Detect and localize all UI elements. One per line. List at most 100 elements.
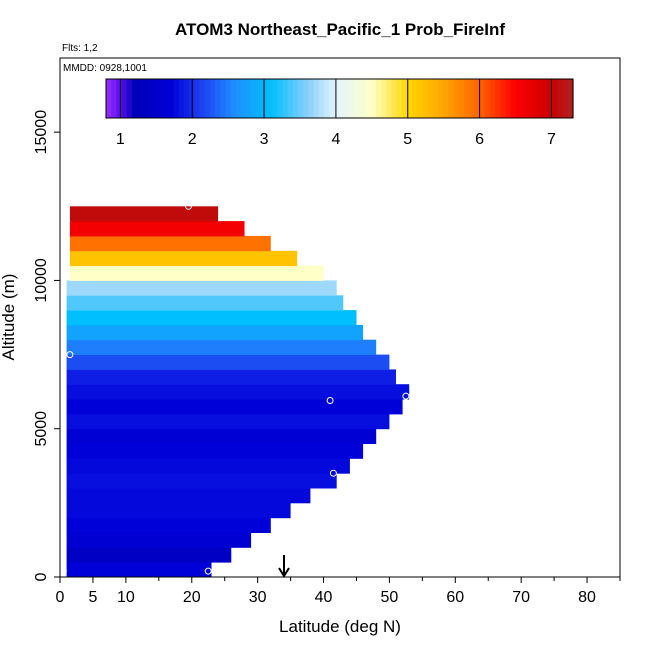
colorbar-segment [157,79,164,118]
colorbar-segment [381,79,387,118]
colorbar-segment [209,79,216,118]
colorbar-segment [116,79,123,118]
colorbar-segment [225,79,232,118]
colorbar-segment [344,79,351,118]
colorbar-segment [505,79,512,118]
colorbar-segment [339,79,346,118]
heat-cell-8 [66,443,364,459]
heat-cell-14 [66,354,390,370]
colorbar-segment [199,79,206,118]
colorbar-segment [240,79,247,118]
colorbar-segment [557,79,564,118]
heat-cell-23 [69,221,245,237]
colorbar-tick-label: 3 [260,131,269,148]
data-marker-3 [326,397,334,404]
x-tick-label: 70 [512,589,530,606]
colorbar-segment [515,79,522,118]
colorbar-segment [495,79,501,118]
colorbar-segment [163,79,169,118]
colorbar-segment [204,79,211,118]
x-tick-label: 50 [381,589,399,606]
colorbar-segment [521,79,527,118]
colorbar-segment [500,79,507,118]
y-tick-label: 5000 [33,411,50,447]
colorbar-segment [126,79,133,118]
heat-cell-10 [66,413,390,430]
colorbar-segment [355,79,361,118]
data-marker-4 [402,392,410,400]
heat-cell-11 [66,399,403,415]
x-tick-label: 30 [249,589,267,606]
colorbar-segment [432,79,439,118]
colorbar-segment [313,79,320,118]
data-marker-1 [204,567,212,575]
colorbar-segment [152,79,159,118]
colorbar-segment [365,79,372,118]
colorbar-segment [474,79,481,118]
colorbar-segment [214,79,221,118]
colorbar-segment [547,79,553,118]
colorbar-segment [334,79,341,118]
colorbar-segment [422,79,429,118]
data-marker-2 [66,351,74,359]
heat-cell-21 [69,250,298,267]
chart-title: ATOM3 Northeast_Pacific_1 Prob_FireInf [175,20,505,39]
colorbar-segment [386,79,392,118]
colorbar-tick-label: 4 [331,131,340,148]
colorbar-segment [510,79,517,118]
x-tick-label: 60 [446,589,464,606]
colorbar-segment [297,79,304,118]
colorbar-segment [272,79,278,118]
data-marker-6 [63,217,71,225]
colorbar-segment [323,79,330,118]
colorbar-segment [292,79,299,118]
colorbar-segment [137,79,143,118]
heat-cell-13 [66,369,396,385]
colorbar-segment [111,79,117,118]
colorbar-segment [375,79,382,118]
colorbar-segment [541,79,548,118]
axes: 0 5 10 20 30 40 50 60 70 80 0 5000 10000 15000 [33,110,621,606]
colorbar-segment [168,79,175,118]
colorbar-tick-label: 7 [547,131,556,148]
colorbar-segment [562,79,569,118]
colorbar-segment [173,79,180,118]
colorbar-segment [287,79,294,118]
colorbar-segment [235,79,242,118]
flights-label: Flts: 1,2 [62,43,98,54]
marker-layer [59,202,410,575]
colorbar-segment [261,79,268,118]
colorbar-segment [329,79,335,118]
y-tick-label: 15000 [33,110,50,155]
colorbar-segment [443,79,450,118]
colorbar-segment [489,79,496,118]
colorbar-segment [256,79,263,118]
colorbar-segment [183,79,190,118]
heat-cell-15 [66,339,377,355]
heat-cell-24 [69,206,219,222]
colorbar-segment [458,79,465,118]
colorbar-segment [438,79,444,118]
colorbar-segment [230,79,237,118]
colorbar-segment [106,79,112,118]
colorbar-segment [370,79,377,118]
colorbar-segment [147,79,154,118]
colorbar-segment [552,79,559,118]
heat-cell-3 [66,517,271,533]
colorbar-tick-label: 5 [403,131,412,148]
colorbar-segment [178,79,185,118]
colorbar-tick-label: 1 [116,131,125,148]
colorbar-segment [318,79,325,118]
colorbar-segment [412,79,418,118]
heat-cell-0 [66,562,212,578]
colorbar-segment [453,79,460,118]
colorbar-segment [531,79,538,118]
colorbar-segment [406,79,413,118]
heat-cell-9 [66,428,377,444]
colorbar-segment [360,79,367,118]
colorbar-tick-label: 2 [188,131,197,148]
colorbar-tick-label: 6 [475,131,484,148]
heat-cell-1 [66,547,232,563]
colorbar-segment [427,79,434,118]
x-axis-label: Latitude (deg N) [279,617,401,636]
